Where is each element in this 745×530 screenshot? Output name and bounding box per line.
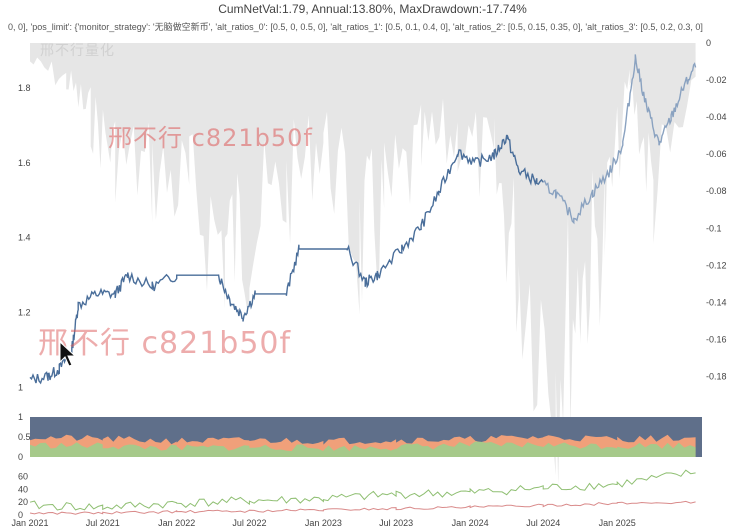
x-tick-label: Jul 2024 — [526, 518, 560, 528]
watermark-mid: 邢不行 c821b50f — [108, 124, 313, 152]
x-tick-label: Jan 2025 — [599, 518, 636, 528]
right-tick-label: -0.16 — [706, 334, 727, 344]
drawdown-area — [30, 43, 696, 487]
green-area — [30, 441, 696, 457]
left-tick-label: 1.2 — [18, 308, 31, 318]
mid-tick-label: 0 — [18, 452, 23, 462]
left-tick-label: 1 — [18, 383, 23, 393]
bottom-tick-label: 20 — [18, 497, 28, 507]
left-tick-label: 1.4 — [18, 233, 31, 243]
right-tick-label: -0.1 — [706, 223, 722, 233]
left-tick-label: 1.6 — [18, 158, 31, 168]
watermark-top: 邢不行量化 — [40, 43, 115, 59]
bottom-tick-label: 40 — [18, 484, 28, 494]
bottom-tick-label: 0 — [18, 510, 23, 520]
mouse-cursor-icon — [59, 340, 77, 367]
x-tick-label: Jan 2022 — [158, 518, 195, 528]
nav-line-late — [542, 54, 697, 225]
params-text: 0, 0], 'pos_limit': {'monitor_strategy':… — [8, 22, 703, 32]
mid-tick-label: 0.5 — [18, 432, 31, 442]
right-tick-label: -0.02 — [706, 75, 727, 85]
watermark-low: 邢不行 c821b50f — [38, 326, 292, 361]
right-tick-label: -0.08 — [706, 186, 727, 196]
right-tick-label: -0.18 — [706, 371, 727, 381]
bottom-tick-label: 60 — [18, 471, 28, 481]
chart-title: CumNetVal:1.79, Annual:13.80%, MaxDrawdo… — [218, 2, 527, 16]
green-line — [29, 469, 696, 511]
right-tick-label: -0.14 — [706, 297, 727, 307]
red-line — [29, 500, 696, 515]
right-tick-label: -0.04 — [706, 112, 727, 122]
x-tick-label: Jul 2021 — [86, 518, 120, 528]
x-tick-label: Jul 2022 — [232, 518, 266, 528]
left-tick-label: 1.8 — [18, 83, 31, 93]
mid-tick-label: 1 — [18, 412, 23, 422]
x-tick-label: Jan 2023 — [305, 518, 342, 528]
x-tick-label: Jan 2024 — [452, 518, 489, 528]
right-tick-label: -0.12 — [706, 260, 727, 270]
right-tick-label: -0.06 — [706, 149, 727, 159]
x-tick-label: Jul 2023 — [379, 518, 413, 528]
x-tick-label: Jan 2021 — [11, 518, 48, 528]
right-tick-label: 0 — [706, 38, 711, 48]
nav-line — [29, 134, 544, 385]
